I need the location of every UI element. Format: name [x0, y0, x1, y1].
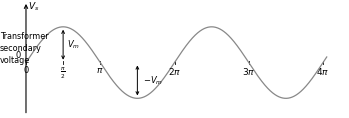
Text: $4\pi$: $4\pi$ [317, 66, 330, 77]
Text: $3\pi$: $3\pi$ [242, 66, 255, 77]
Text: Transformer
secondary
voltage: Transformer secondary voltage [0, 32, 49, 65]
Text: $V_m$: $V_m$ [67, 38, 80, 51]
Text: $\frac{\pi}{2}$: $\frac{\pi}{2}$ [60, 66, 66, 81]
Text: $2\pi$: $2\pi$ [168, 66, 181, 77]
Text: 0: 0 [23, 66, 29, 75]
Text: 0: 0 [16, 51, 21, 60]
Text: $\pi$: $\pi$ [96, 66, 104, 75]
Text: $-V_m$: $-V_m$ [143, 74, 163, 87]
Text: $V_s$: $V_s$ [28, 1, 39, 13]
